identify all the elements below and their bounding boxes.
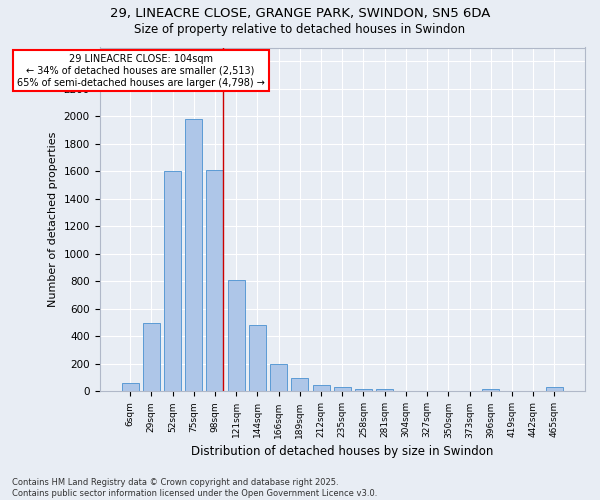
Bar	[206, 170, 223, 392]
Text: Size of property relative to detached houses in Swindon: Size of property relative to detached ho…	[134, 22, 466, 36]
X-axis label: Distribution of detached houses by size in Swindon: Distribution of detached houses by size …	[191, 444, 493, 458]
Bar	[185, 119, 202, 392]
Bar	[249, 326, 266, 392]
Bar	[546, 388, 563, 392]
Bar	[355, 390, 372, 392]
Bar	[122, 383, 139, 392]
Bar	[376, 390, 393, 392]
Bar	[313, 386, 329, 392]
Text: 29 LINEACRE CLOSE: 104sqm
← 34% of detached houses are smaller (2,513)
65% of se: 29 LINEACRE CLOSE: 104sqm ← 34% of detac…	[17, 54, 265, 88]
Bar	[143, 322, 160, 392]
Text: 29, LINEACRE CLOSE, GRANGE PARK, SWINDON, SN5 6DA: 29, LINEACRE CLOSE, GRANGE PARK, SWINDON…	[110, 8, 490, 20]
Bar	[270, 364, 287, 392]
Y-axis label: Number of detached properties: Number of detached properties	[48, 132, 58, 307]
Bar	[292, 378, 308, 392]
Bar	[164, 172, 181, 392]
Bar	[227, 280, 245, 392]
Bar	[334, 388, 351, 392]
Text: Contains HM Land Registry data © Crown copyright and database right 2025.
Contai: Contains HM Land Registry data © Crown c…	[12, 478, 377, 498]
Bar	[482, 388, 499, 392]
